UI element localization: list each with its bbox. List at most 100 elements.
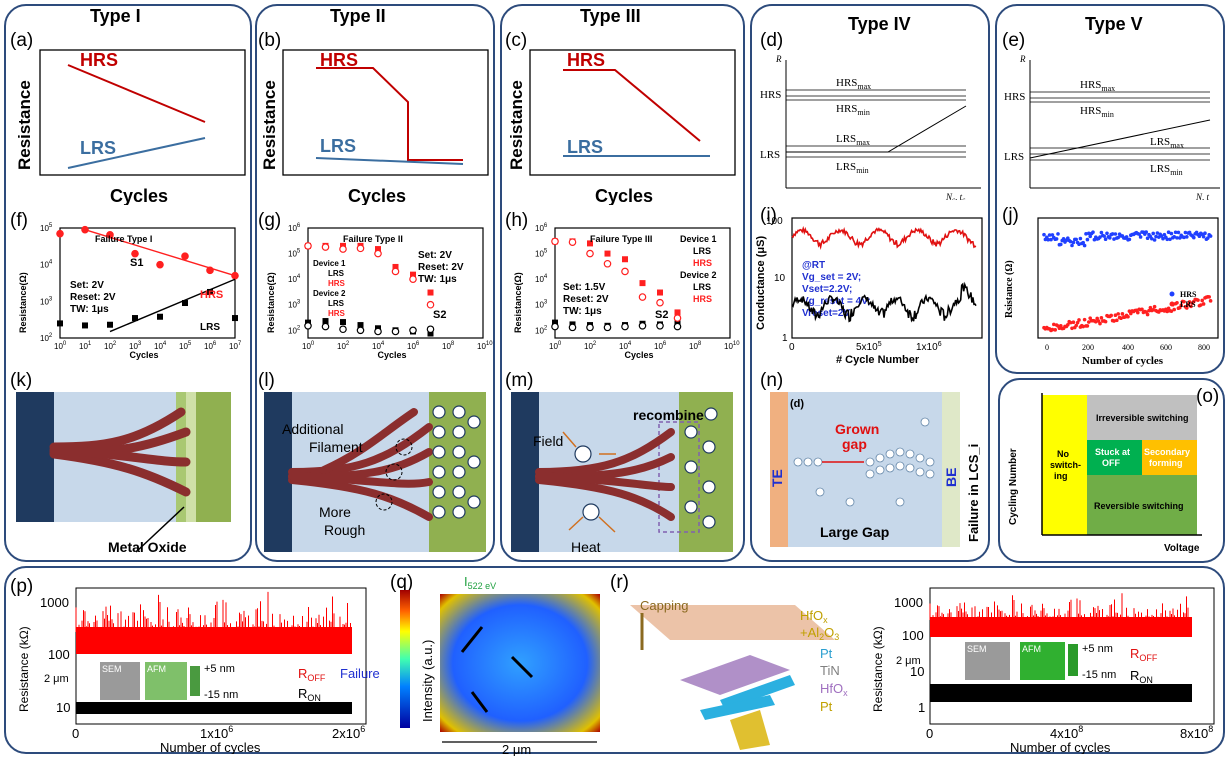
data-point bbox=[357, 322, 364, 329]
x-label: Cycles bbox=[625, 350, 654, 360]
label-e: (e) bbox=[1002, 30, 1026, 51]
svg-text:TW: 1μs: TW: 1μs bbox=[418, 274, 457, 285]
lrs-point bbox=[1077, 318, 1081, 322]
series-low-line bbox=[791, 281, 977, 323]
y-tick-label: 105 bbox=[288, 249, 301, 259]
y-tick-label: 104 bbox=[288, 274, 301, 284]
data-point bbox=[638, 321, 647, 330]
svg-text:TiN: TiN bbox=[820, 663, 840, 678]
data-point bbox=[56, 229, 64, 238]
lrs-point bbox=[1120, 312, 1125, 316]
y-label: Resistance bbox=[15, 80, 34, 170]
svg-text:LRSmax: LRSmax bbox=[836, 133, 870, 147]
svg-text:(d): (d) bbox=[790, 398, 804, 410]
data-point bbox=[322, 318, 329, 325]
svg-text:I522 eV: I522 eV bbox=[464, 574, 496, 591]
svg-text:LRS: LRS bbox=[328, 269, 345, 278]
x-label: Cycles bbox=[348, 186, 406, 205]
hrs-point bbox=[1201, 234, 1206, 239]
hrs-point bbox=[1145, 236, 1150, 240]
svg-text:TW: 1μs: TW: 1μs bbox=[70, 304, 109, 315]
label-g: (g) bbox=[258, 210, 282, 231]
hrs-point bbox=[1105, 231, 1109, 236]
data-point bbox=[356, 326, 365, 335]
lrs-point bbox=[1140, 307, 1144, 312]
chart-r: 1000 100 10 1 0 4x108 8x108 Resistance (… bbox=[871, 587, 1215, 754]
lrs-point bbox=[1151, 308, 1155, 312]
label-m: (m) bbox=[505, 370, 534, 391]
data-point bbox=[391, 267, 400, 276]
lrs-point bbox=[1052, 322, 1056, 327]
y-label: Resistance(Ω) bbox=[18, 272, 28, 333]
svg-text:Field: Field bbox=[533, 433, 563, 449]
data-point bbox=[604, 250, 611, 257]
lrs-point bbox=[1116, 312, 1120, 316]
hrs-point bbox=[1208, 234, 1213, 238]
data-point bbox=[182, 300, 188, 307]
lrs-point bbox=[1189, 304, 1193, 309]
data-point bbox=[568, 323, 577, 332]
hrs-point bbox=[1087, 231, 1091, 236]
svg-text:-15 nm: -15 nm bbox=[204, 689, 238, 701]
svg-text:HRSmin: HRSmin bbox=[836, 103, 870, 117]
svg-text:N, t: N, t bbox=[1195, 192, 1210, 200]
svg-text:1000: 1000 bbox=[894, 595, 923, 610]
data-point bbox=[552, 319, 558, 326]
hrs-point bbox=[1113, 232, 1118, 236]
hrs-point bbox=[1082, 243, 1087, 248]
svg-text:TE: TE bbox=[769, 469, 785, 487]
lrs-point bbox=[1148, 305, 1153, 310]
lrs-point bbox=[1066, 322, 1070, 327]
hrs-point bbox=[1169, 231, 1174, 236]
svg-text:LRS: LRS bbox=[1180, 300, 1196, 309]
hrs-point bbox=[1099, 230, 1104, 235]
lrs-label: LRS bbox=[567, 137, 603, 157]
panel-bottom bbox=[4, 566, 1225, 754]
hrs-point bbox=[1165, 237, 1169, 242]
y-label: Resistance bbox=[507, 80, 526, 170]
lrs-point bbox=[1103, 319, 1108, 324]
y-tick-label: 105 bbox=[535, 249, 548, 259]
data-point bbox=[410, 271, 416, 278]
svg-text:2x106: 2x106 bbox=[332, 724, 365, 741]
svg-text:Device 2: Device 2 bbox=[680, 270, 717, 280]
svg-text:2 μm: 2 μm bbox=[502, 742, 531, 756]
svg-text:RON: RON bbox=[1130, 668, 1153, 685]
hrs-point bbox=[1088, 234, 1092, 239]
hrs-point bbox=[1138, 235, 1143, 239]
hrs-point bbox=[1168, 237, 1172, 242]
svg-text:2 μm: 2 μm bbox=[896, 655, 921, 667]
lrs-point bbox=[1175, 300, 1179, 305]
y-tick-label: 102 bbox=[288, 325, 301, 335]
x-tick-label: 108 bbox=[689, 341, 702, 351]
hrs-point bbox=[1081, 240, 1085, 245]
hrs-point bbox=[1154, 234, 1158, 239]
svg-text:Grown: Grown bbox=[835, 421, 879, 437]
data-point bbox=[156, 260, 164, 269]
svg-text:10: 10 bbox=[910, 664, 924, 679]
x-tick-label: 102 bbox=[337, 341, 350, 351]
x-tick-label: 105 bbox=[179, 341, 192, 351]
x-tick-label: 106 bbox=[407, 341, 420, 351]
svg-text:@RT: @RT bbox=[802, 260, 825, 271]
x-tick-label: 102 bbox=[104, 341, 117, 351]
lrs-point bbox=[1059, 323, 1063, 328]
lrs-point bbox=[1199, 303, 1203, 307]
hrs-point bbox=[1068, 239, 1073, 244]
hrs-point bbox=[1046, 237, 1050, 242]
data-point bbox=[131, 249, 139, 258]
x-tick-label: 106 bbox=[654, 341, 667, 351]
svg-text:600: 600 bbox=[1160, 343, 1172, 352]
hrs-point bbox=[1116, 235, 1120, 240]
diagram-n: (d) TE BE Grown gap Large Gap Failure in… bbox=[769, 392, 981, 547]
svg-text:5x105: 5x105 bbox=[856, 341, 882, 353]
svg-text:BE: BE bbox=[943, 468, 959, 487]
hrs-point bbox=[1192, 235, 1196, 240]
hrs-point bbox=[1070, 243, 1074, 248]
svg-text:More: More bbox=[319, 504, 351, 520]
data-point bbox=[391, 327, 400, 336]
lrs-point bbox=[1200, 298, 1204, 303]
schematic-e: R HRS LRS HRSmax HRSmin LRSmax LRSmin N,… bbox=[1004, 54, 1220, 200]
data-point bbox=[587, 240, 593, 247]
label-d: (d) bbox=[760, 30, 784, 51]
